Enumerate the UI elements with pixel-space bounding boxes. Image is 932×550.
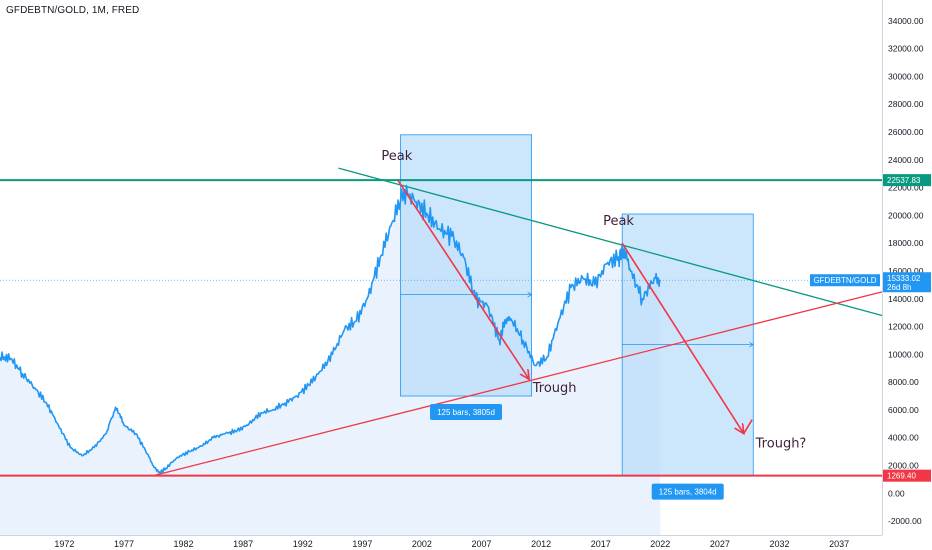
resistance-price-label (883, 174, 931, 187)
last-price-countdown: 26d 8h (887, 283, 911, 292)
y-tick-label: 26000.00 (888, 127, 924, 137)
y-tick-label: 2000.00 (888, 461, 919, 471)
resistance-price-label-text: 22537.83 (887, 176, 921, 185)
x-tick-label: 1972 (54, 539, 74, 549)
x-tick-label: 1982 (174, 539, 194, 549)
y-tick-label: 24000.00 (888, 155, 924, 165)
symbol-title: GFDEBTN/GOLD, 1M, FRED (6, 5, 140, 16)
series-name-label-text: GFDEBTN/GOLD (813, 276, 876, 285)
y-tick-label: 22000.00 (888, 183, 924, 193)
y-tick-label: 0.00 (888, 488, 905, 498)
peak-label-1: Peak (381, 149, 412, 164)
last-price-value: 15333.02 (887, 274, 921, 283)
second-date-range-badge-label: 125 bars, 3804d (659, 488, 717, 497)
x-tick-label: 2027 (710, 539, 730, 549)
x-tick-label: 1997 (352, 539, 372, 549)
y-tick-label: 18000.00 (888, 238, 924, 248)
x-tick-label: 1977 (114, 539, 134, 549)
last-price-label (883, 272, 931, 293)
y-tick-label: 28000.00 (888, 99, 924, 109)
x-tick-label: 2017 (591, 539, 611, 549)
x-tick-label: 2037 (829, 539, 849, 549)
x-tick-label: 2007 (472, 539, 492, 549)
price-series-line[interactable] (0, 184, 661, 474)
series-name-label (810, 274, 880, 287)
projection-hook (743, 419, 753, 434)
y-tick-label: 34000.00 (888, 16, 924, 26)
x-tick-label: 2032 (769, 539, 789, 549)
price-area-fill (0, 185, 661, 535)
peak-label-2: Peak (603, 214, 634, 229)
y-tick-label: 4000.00 (888, 433, 919, 443)
y-tick-label: 8000.00 (888, 377, 919, 387)
red-trendline[interactable] (154, 291, 883, 476)
trough-label-1: Trough (532, 381, 577, 396)
y-tick-label: 14000.00 (888, 294, 924, 304)
y-tick-label: -2000.00 (888, 516, 922, 526)
x-tick-label: 1987 (233, 539, 253, 549)
projected-decline-arrow[interactable] (621, 242, 744, 433)
x-tick-label: 2012 (531, 539, 551, 549)
y-tick-label: 20000.00 (888, 210, 924, 220)
support-price-label-text: 1269.40 (887, 472, 916, 481)
teal-trendline[interactable] (338, 167, 883, 317)
y-tick-label: 16000.00 (888, 266, 924, 276)
y-tick-label: 10000.00 (888, 349, 924, 359)
trough-label-2: Trough? (755, 436, 807, 451)
y-tick-label: 6000.00 (888, 405, 919, 415)
support-price-label (883, 469, 931, 482)
x-tick-label: 2022 (650, 539, 670, 549)
second-date-range-badge (651, 483, 724, 500)
x-tick-label: 1992 (293, 539, 313, 549)
first-decline-arrow[interactable] (397, 180, 529, 380)
y-tick-label: 12000.00 (888, 322, 924, 332)
first-date-range-badge (430, 404, 503, 421)
y-tick-label: 30000.00 (888, 71, 924, 81)
first-date-range-badge-label: 125 bars, 3805d (437, 408, 495, 417)
y-tick-label: 32000.00 (888, 44, 924, 54)
x-tick-label: 2002 (412, 539, 432, 549)
